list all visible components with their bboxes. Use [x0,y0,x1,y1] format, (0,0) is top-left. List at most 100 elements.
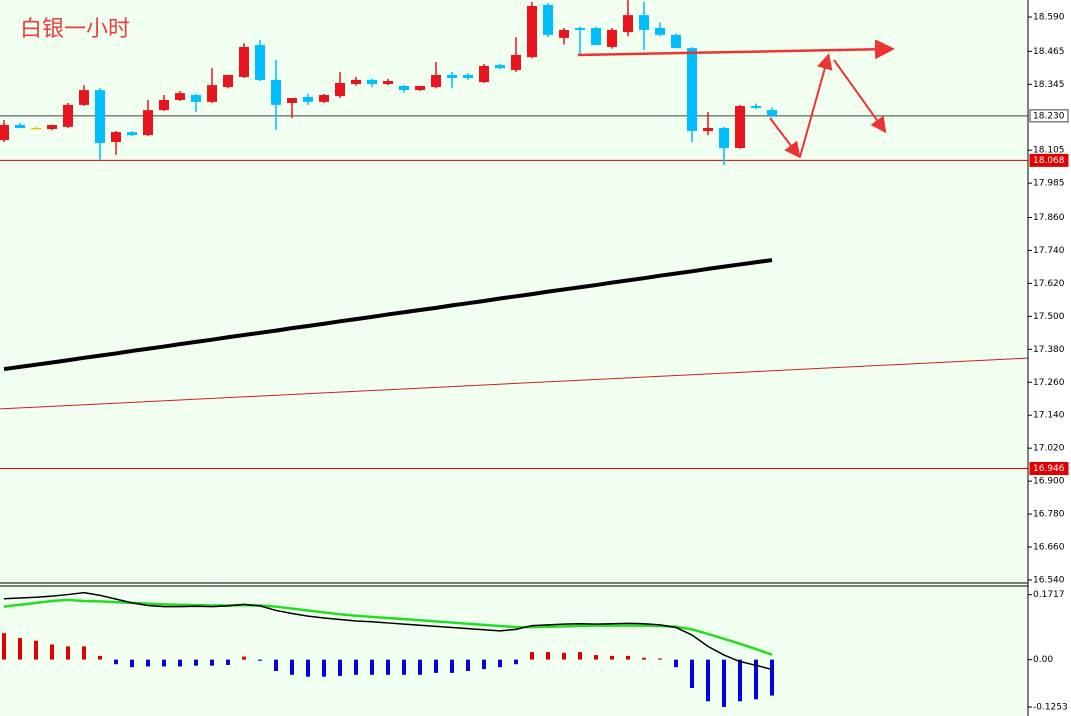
histogram-bar [594,655,598,660]
y-tick-label: 16.660 [1033,543,1065,553]
y-tick-label: 16.780 [1033,510,1065,520]
candle-body [111,132,121,142]
y-tick-label: 18.345 [1033,80,1065,90]
y-tick-label: 18.105 [1033,146,1065,156]
candle-body [383,81,393,85]
candle-body [367,79,377,85]
candle-body [255,45,265,80]
histogram-bar [130,659,134,668]
histogram-bar [290,659,294,675]
candle-body [95,90,105,144]
candle-body [543,4,553,35]
price-label: 18.230 [1033,111,1065,121]
histogram-bar [658,658,662,660]
histogram-bar [514,659,518,665]
candle-body [447,74,457,78]
y-tick-label: 17.740 [1033,246,1065,256]
histogram-bar [546,652,550,660]
candle-body [303,96,313,102]
histogram-bar [562,652,566,660]
candle-body [127,132,137,136]
y-tick-label: 17.020 [1033,444,1065,454]
histogram-bar [210,659,214,666]
histogram-bar [18,638,22,660]
candle-body [207,85,217,102]
histogram-bar [322,659,326,677]
candle-body [623,15,633,33]
candle-body [287,98,297,103]
candle-body [607,29,617,47]
candle-body [191,95,201,102]
candle-body [559,29,569,38]
histogram-bar [738,659,742,702]
histogram-bar [194,659,198,666]
candle-body [511,54,521,71]
moving-average [3,258,773,372]
y-tick-label: 17.140 [1033,411,1065,421]
candle-body [399,85,409,91]
histogram-bar [754,659,758,700]
macd-line [3,591,773,671]
candle-body [63,104,73,127]
price-label-box [1029,153,1069,167]
histogram-bar [82,646,86,660]
candle-body [431,74,441,88]
histogram-bar [690,659,694,689]
candle-body [495,65,505,69]
annotation-arrow [577,39,895,60]
histogram-bar [306,659,310,677]
y-tick-label: 17.260 [1033,378,1065,388]
candle-body [0,124,9,141]
y-tick-label: 16.540 [1033,575,1065,585]
price-label: 16.946 [1033,464,1065,474]
price-label-box [1029,109,1069,123]
histogram-bar [530,652,534,660]
candle-body [335,82,345,97]
price-label: 18.068 [1033,156,1065,166]
histogram-bar [338,659,342,676]
candle-body [719,127,729,149]
candle-body [687,48,697,131]
y-tick-label: 17.500 [1033,312,1065,322]
histogram-bar [466,659,470,671]
candle-body [159,99,169,111]
histogram-bar [98,655,102,660]
histogram-bar [2,633,6,660]
candle-body [527,6,537,58]
histogram-bar [146,659,150,667]
histogram-bar [114,659,118,665]
histogram-bar [626,655,630,660]
histogram-bar [242,656,246,660]
histogram-bar [450,659,454,673]
annotation-arrow [799,53,833,158]
candle-body [639,15,649,30]
candle-body [271,79,281,105]
histogram-bar [418,659,422,675]
histogram-bar [162,659,166,667]
y-tick-label: 18.590 [1033,13,1065,23]
y-tick-label: 0.1717 [1033,590,1065,600]
histogram-bar [434,659,438,673]
candle-body [671,34,681,49]
histogram-bar [706,659,710,702]
price-label-box [1029,461,1069,475]
histogram-bar [354,659,358,675]
candle-body [143,110,153,136]
candle-body [175,93,185,100]
histogram-bar [178,659,182,667]
y-tick-label: 16.900 [1033,477,1065,487]
histogram-bar [50,644,54,660]
y-tick-label: 18.465 [1033,47,1065,57]
histogram-bar [578,652,582,660]
y-tick-label: 17.985 [1033,179,1065,189]
candle-body [655,28,665,35]
candle-body [735,106,745,149]
y-tick-label: 0.00 [1033,655,1053,665]
candle-body [79,90,89,105]
candle-body [479,65,489,83]
candle-body [591,28,601,46]
candle-body [319,95,329,102]
histogram-bar [770,659,774,696]
histogram-bar [370,659,374,675]
histogram-bar [402,659,406,675]
